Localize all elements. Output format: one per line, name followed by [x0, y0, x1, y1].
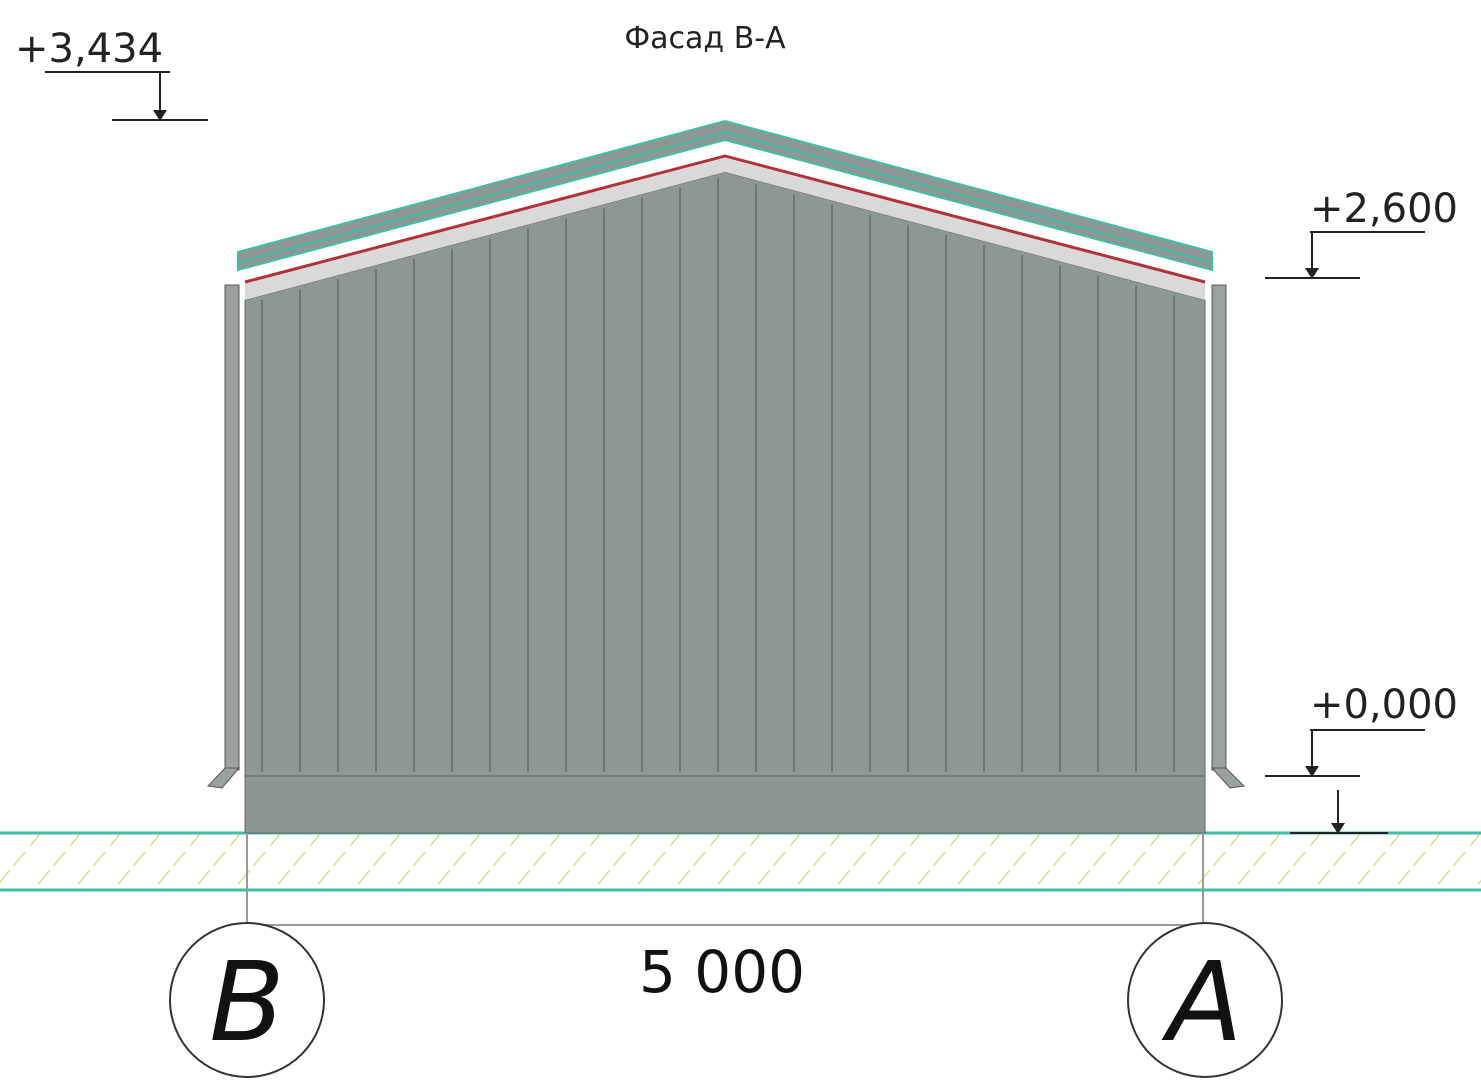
dimension-line: [246, 833, 1204, 926]
downspout: [1211, 284, 1227, 771]
title: Фасад В-А: [624, 21, 786, 56]
roof: [237, 119, 1213, 272]
level-arrow: [1331, 823, 1345, 834]
roof-line: [239, 130, 1211, 263]
level-mark: [45, 71, 208, 121]
axis-label: А: [1161, 938, 1242, 1066]
level-mark: [1265, 729, 1425, 777]
downspout: [224, 284, 240, 771]
dimension-label: 5 000: [639, 938, 805, 1006]
level-label: +2,600: [1310, 186, 1458, 232]
level-arrow: [1305, 268, 1319, 279]
level-arrow: [1305, 766, 1319, 777]
level-label: +3,434: [15, 26, 163, 72]
roof-edge: [244, 154, 1206, 284]
axis-bubble: [169, 922, 325, 1078]
ground-hatch: [0, 833, 1481, 890]
plinth: [244, 775, 1206, 834]
axis-label: В: [209, 938, 284, 1066]
building: [206, 119, 1246, 834]
downspout-outlet: [206, 767, 241, 789]
level-mark: [1265, 231, 1425, 279]
downspout-outlet: [1210, 767, 1246, 789]
level-label: +0,000: [1310, 682, 1458, 728]
axis-bubble: [1127, 922, 1283, 1078]
level-arrow: [153, 110, 167, 121]
